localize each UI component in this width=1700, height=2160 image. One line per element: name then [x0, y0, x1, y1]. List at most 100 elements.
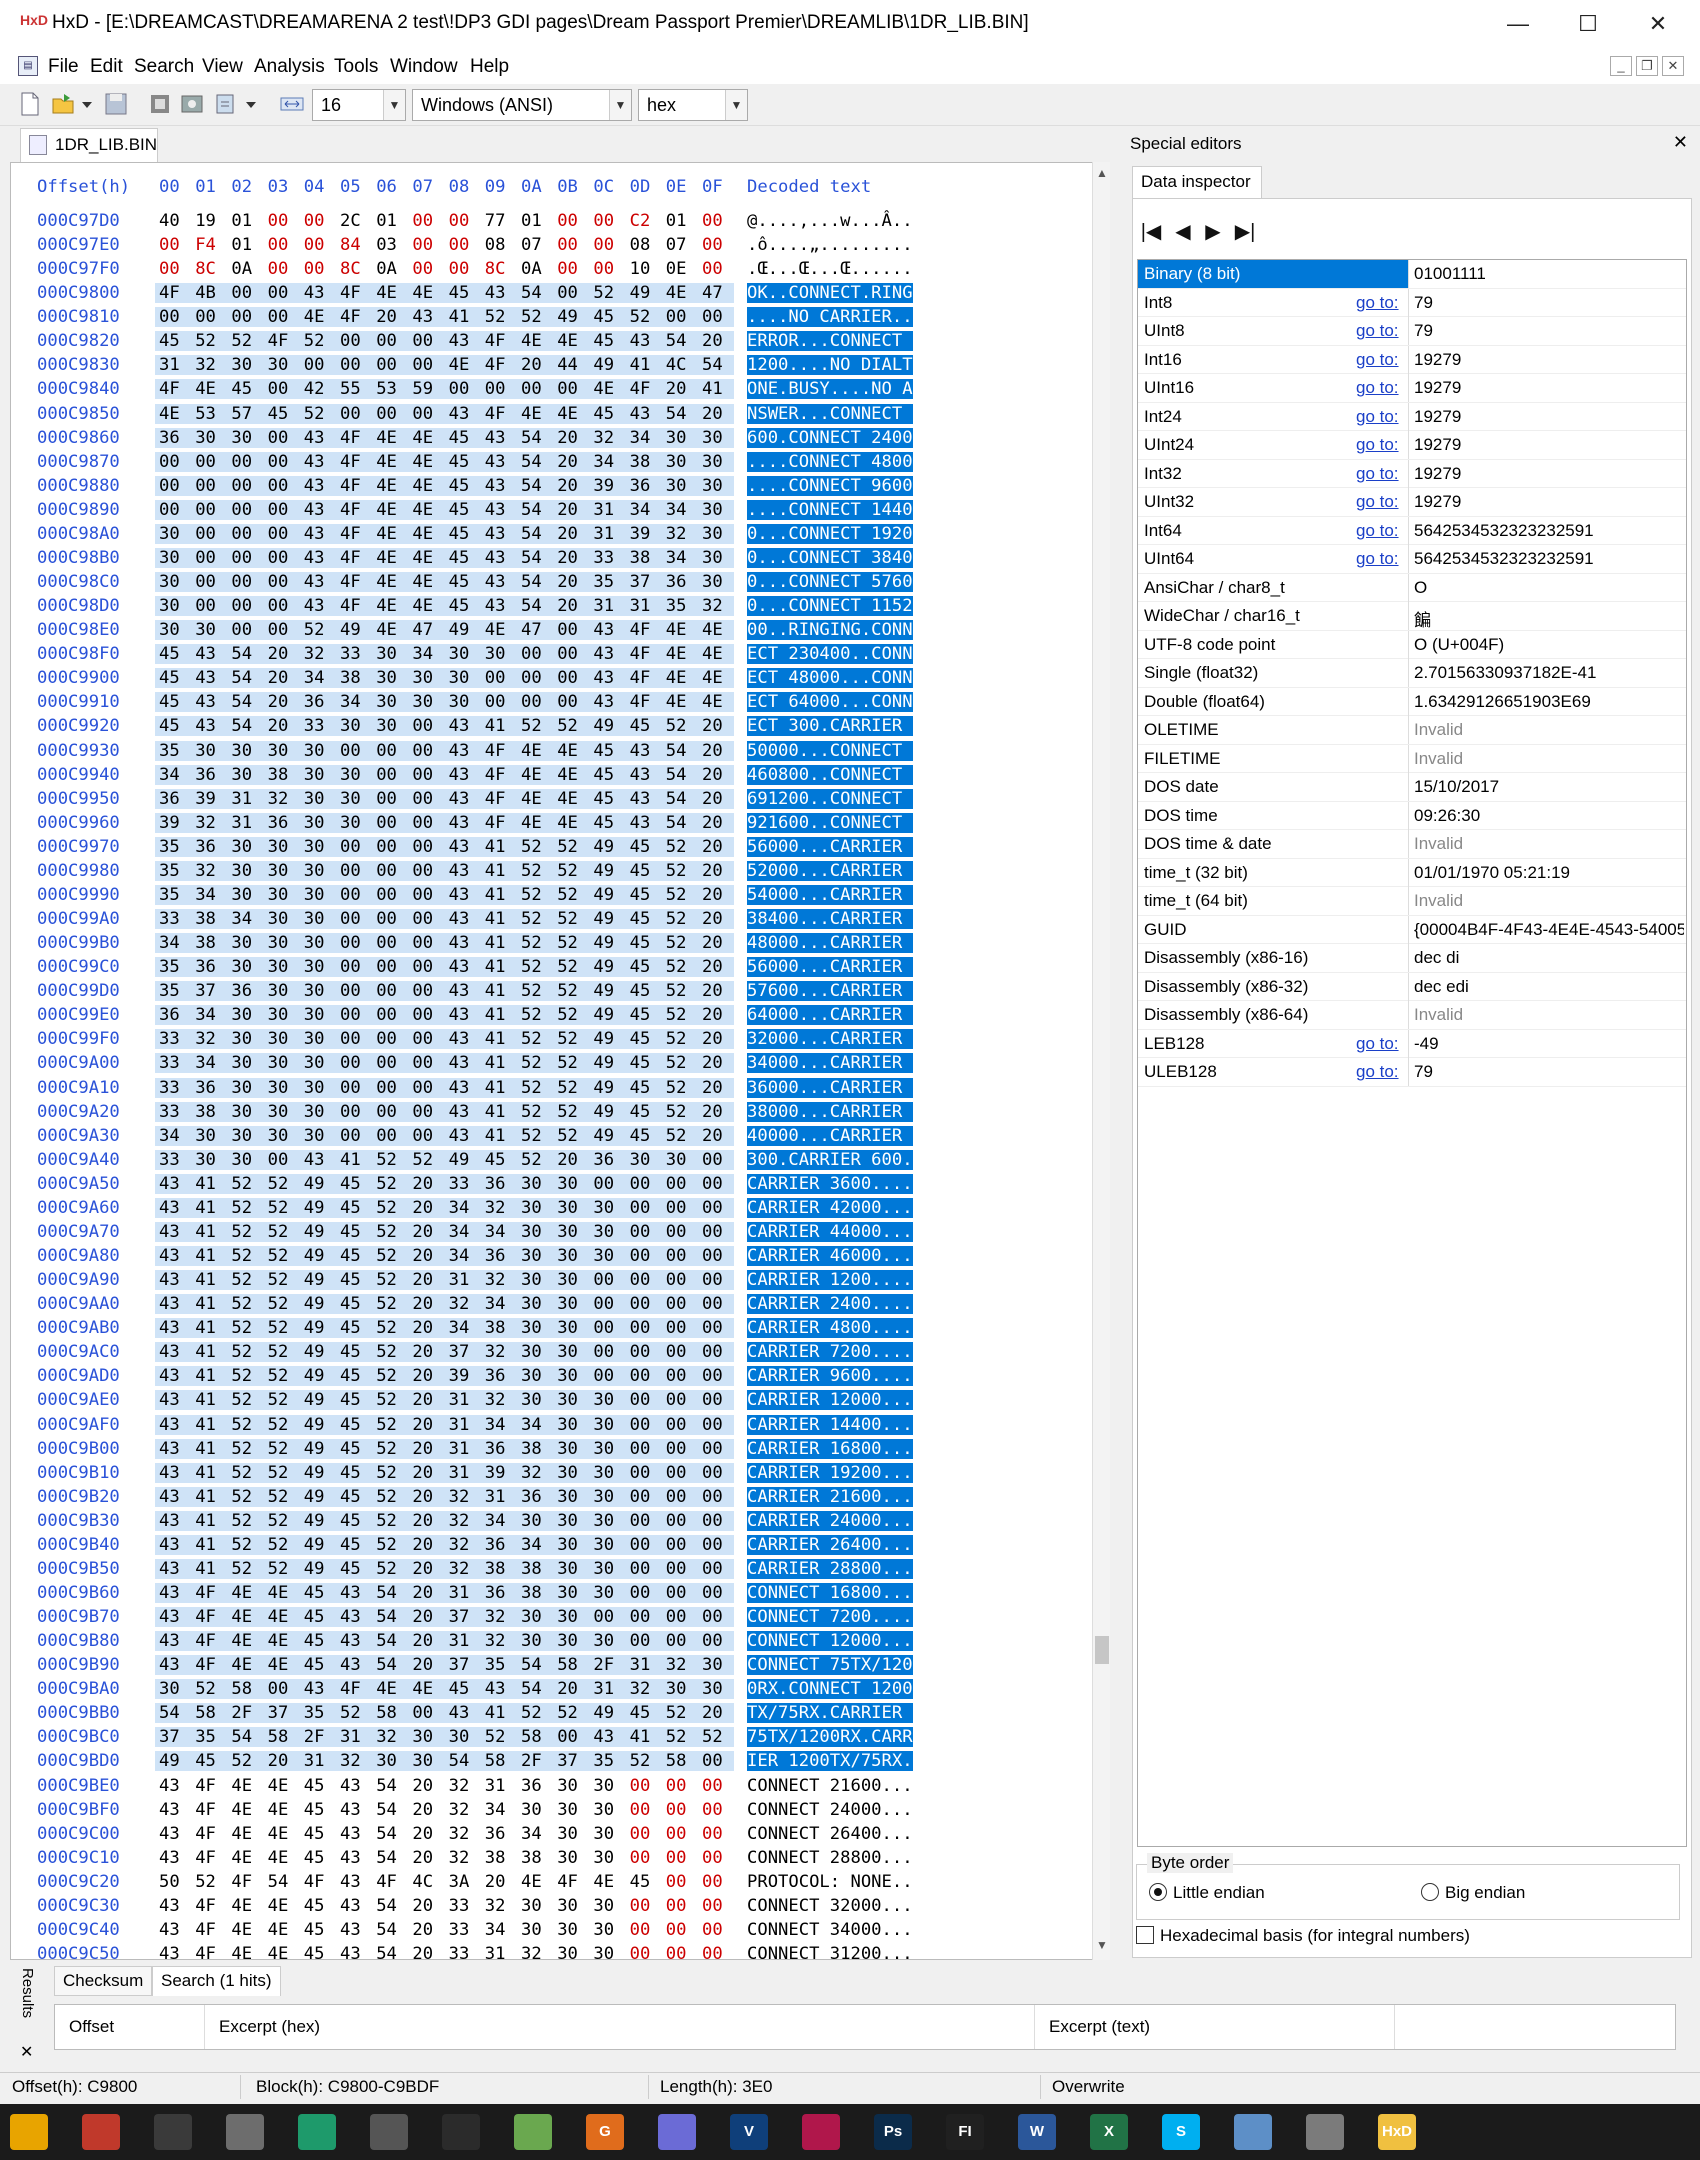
hex-byte[interactable]: 31: [444, 1462, 481, 1483]
hex-byte[interactable]: 34: [191, 884, 228, 905]
hex-byte[interactable]: 32: [191, 355, 228, 376]
hex-byte[interactable]: 4F: [336, 596, 373, 617]
hex-byte[interactable]: 8C: [195, 259, 216, 280]
hex-row[interactable]: 000C9AC0 43 41 52 52 49 45 52 20 37 32 30 30 00 00 00 00…: [11, 1342, 1101, 1366]
hex-byte[interactable]: 43: [155, 1294, 192, 1315]
hex-byte[interactable]: 30: [553, 1294, 590, 1315]
hex-byte[interactable]: 45: [299, 1607, 336, 1628]
hex-byte[interactable]: 20: [408, 1582, 445, 1603]
hex-byte[interactable]: 30: [557, 1895, 578, 1916]
hex-byte[interactable]: 38: [484, 1847, 506, 1868]
decoded-text[interactable]: ....NO CARRIER..: [747, 307, 913, 328]
hex-byte[interactable]: 00: [227, 523, 264, 544]
hex-byte[interactable]: 00: [661, 1318, 698, 1339]
hex-byte[interactable]: 34: [625, 499, 662, 520]
mdi-restore-button[interactable]: ❐: [1636, 56, 1658, 76]
hex-byte[interactable]: 4E: [698, 668, 735, 689]
hex-byte[interactable]: 49: [589, 884, 626, 905]
hex-byte[interactable]: 43: [408, 307, 445, 328]
hex-byte[interactable]: 49: [589, 1703, 626, 1724]
hex-byte[interactable]: 00: [372, 812, 409, 833]
hex-byte[interactable]: 00: [593, 235, 615, 256]
hex-byte[interactable]: 52: [553, 1053, 590, 1074]
hex-byte[interactable]: 45: [191, 1751, 228, 1772]
hex-byte[interactable]: 19: [195, 211, 216, 231]
decoded-text[interactable]: CONNECT 28800...: [747, 1847, 913, 1868]
hex-byte[interactable]: 36: [484, 1823, 506, 1844]
hex-byte[interactable]: 32: [661, 523, 698, 544]
hex-byte[interactable]: 34: [480, 1221, 517, 1242]
hex-byte[interactable]: 00: [227, 283, 264, 304]
hex-byte[interactable]: 43: [625, 740, 662, 761]
hex-byte[interactable]: 49: [299, 1486, 336, 1507]
hex-byte[interactable]: 52: [661, 860, 698, 881]
hex-byte[interactable]: 30: [589, 1582, 626, 1603]
hex-byte[interactable]: 43: [299, 596, 336, 617]
hex-byte[interactable]: 30: [589, 1246, 626, 1266]
hex-byte[interactable]: 31: [589, 523, 626, 544]
hex-byte[interactable]: 4F: [480, 788, 517, 809]
hex-byte[interactable]: 4E: [191, 379, 228, 400]
hex-byte[interactable]: 00: [661, 1414, 698, 1435]
hex-byte[interactable]: 38: [336, 668, 373, 689]
mdi-minimize-button[interactable]: _: [1610, 56, 1632, 76]
hex-byte[interactable]: 32: [191, 860, 228, 881]
hex-byte[interactable]: 43: [159, 1775, 180, 1796]
hex-byte[interactable]: 52: [227, 1342, 264, 1363]
hex-byte[interactable]: 00: [444, 379, 481, 400]
hex-byte[interactable]: 20: [408, 1438, 445, 1459]
hex-byte[interactable]: 43: [625, 812, 662, 833]
hex-byte[interactable]: 00: [698, 1558, 735, 1579]
hex-byte[interactable]: 30: [372, 716, 409, 737]
taskbar-app-14-icon[interactable]: FI: [946, 2114, 984, 2150]
hex-byte[interactable]: 30: [336, 812, 373, 833]
hex-byte[interactable]: 20: [698, 716, 735, 737]
hex-byte[interactable]: 52: [517, 884, 554, 905]
hex-byte[interactable]: 41: [191, 1246, 228, 1266]
hex-byte[interactable]: 00: [661, 1366, 698, 1387]
hex-byte[interactable]: 4E: [227, 1631, 264, 1652]
hex-byte[interactable]: 4E: [231, 1775, 253, 1796]
hex-byte[interactable]: 30: [263, 957, 300, 978]
hex-row[interactable]: 000C9850 4E 53 57 45 52 00 00 00 43 4F 4E 4E 45 43 54 20…: [11, 403, 1101, 428]
hex-byte[interactable]: 00: [698, 1486, 735, 1507]
inspector-value[interactable]: {00004B4F-4F43-4E4E-4543-54005: [1414, 919, 1684, 939]
hex-byte[interactable]: 30: [517, 1294, 554, 1315]
hex-byte[interactable]: 31: [625, 596, 662, 617]
taskbar-app-15-icon[interactable]: W: [1018, 2114, 1056, 2150]
hex-byte[interactable]: 52: [517, 981, 554, 1002]
hex-byte[interactable]: 00: [698, 1270, 735, 1291]
hex-byte[interactable]: 20: [698, 740, 735, 761]
hex-byte[interactable]: 43: [299, 283, 336, 304]
inspector-value[interactable]: 19279: [1414, 435, 1462, 454]
hex-byte[interactable]: 30: [521, 1919, 542, 1940]
hex-byte[interactable]: 52: [661, 1703, 698, 1724]
decoded-text[interactable]: ECT 300.CARRIER: [747, 716, 913, 737]
hex-byte[interactable]: 31: [484, 1775, 506, 1796]
hex-byte[interactable]: 54: [517, 499, 554, 520]
inspector-row[interactable]: Binary (8 bit) 01001111: [1138, 260, 1686, 289]
decoded-text[interactable]: ECT 64000...CONN: [747, 692, 913, 713]
taskbar-app-7-icon[interactable]: [442, 2114, 480, 2150]
decoded-text[interactable]: 0...CONNECT 5760: [747, 572, 913, 593]
decoded-text[interactable]: 56000...CARRIER: [747, 957, 913, 978]
hex-byte[interactable]: 34: [480, 1294, 517, 1315]
hex-byte[interactable]: 52: [263, 1342, 300, 1363]
hex-byte[interactable]: 00: [698, 1246, 735, 1266]
hex-byte[interactable]: 00: [408, 957, 445, 978]
hex-byte[interactable]: 30: [661, 427, 698, 448]
hex-byte[interactable]: 52: [372, 1221, 409, 1242]
hex-byte[interactable]: 00: [336, 909, 373, 930]
first-byte-icon[interactable]: |◀: [1140, 221, 1162, 243]
goto-link[interactable]: go to:: [1356, 406, 1399, 426]
hex-byte[interactable]: 45: [625, 1005, 662, 1026]
decoded-text[interactable]: CONNECT 34000...: [747, 1919, 913, 1940]
hex-row[interactable]: 000C9950 36 39 31 32 30 30 00 00 43 4F 4E 4E 45 43 54 20…: [11, 788, 1101, 813]
inspector-value[interactable]: 19279: [1414, 463, 1462, 483]
goto-link[interactable]: go to:: [1356, 463, 1399, 483]
hex-row[interactable]: 000C99A0 33 38 34 30 30 00 00 00 43 41 52 52 49 45 52 20…: [11, 909, 1101, 933]
hex-byte[interactable]: 43: [299, 547, 336, 568]
hex-byte[interactable]: 4E: [267, 1847, 289, 1868]
hex-byte[interactable]: 30: [517, 1246, 554, 1266]
hex-byte[interactable]: 43: [625, 403, 662, 424]
